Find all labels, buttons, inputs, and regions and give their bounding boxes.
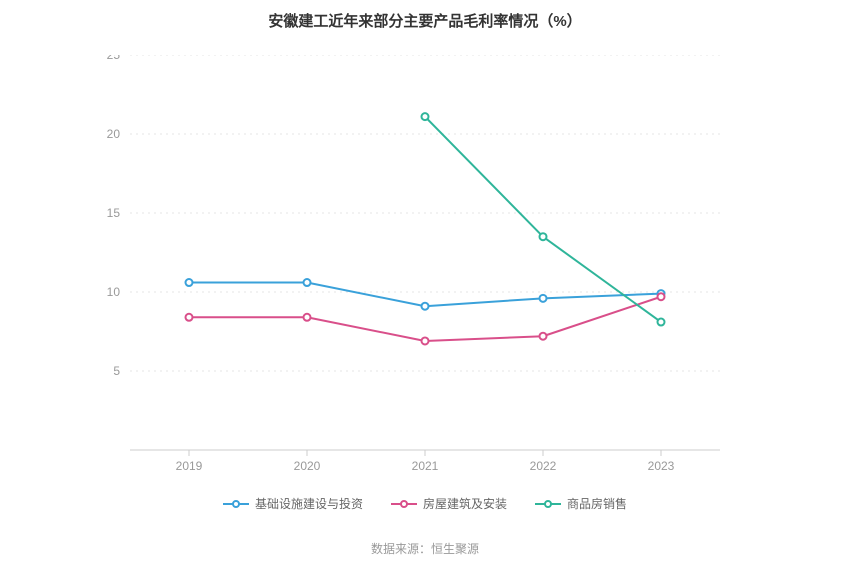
y-axis-label: 15 [107, 206, 121, 220]
x-axis-label: 2021 [412, 459, 439, 473]
series-line [425, 117, 661, 322]
legend-swatch [391, 499, 417, 509]
legend-item[interactable]: 基础设施建设与投资 [223, 495, 363, 512]
x-axis-label: 2023 [648, 459, 675, 473]
series-marker [540, 233, 547, 240]
series-marker [658, 319, 665, 326]
legend-item[interactable]: 房屋建筑及安装 [391, 495, 507, 512]
legend-label: 商品房销售 [567, 495, 627, 512]
series-marker [422, 113, 429, 120]
series-marker [304, 314, 311, 321]
y-axis-label: 20 [107, 127, 121, 141]
y-axis-label: 25 [107, 55, 121, 62]
legend-swatch [535, 499, 561, 509]
legend-label: 房屋建筑及安装 [423, 495, 507, 512]
series-marker [186, 314, 193, 321]
y-axis-label: 10 [107, 285, 121, 299]
x-axis-label: 2022 [530, 459, 557, 473]
x-axis-label: 2019 [176, 459, 203, 473]
chart-plot: 5 10 15 20 25 2019 2020 2021 2022 2023 [70, 55, 740, 490]
legend-item[interactable]: 商品房销售 [535, 495, 627, 512]
series-marker [422, 337, 429, 344]
series-marker [658, 293, 665, 300]
series-marker [422, 303, 429, 310]
series-marker [304, 279, 311, 286]
legend-swatch [223, 499, 249, 509]
chart-source: 数据来源：恒生聚源 [0, 540, 850, 557]
chart-legend: 基础设施建设与投资 房屋建筑及安装 商品房销售 [0, 495, 850, 512]
x-axis-label: 2020 [294, 459, 321, 473]
series-marker [186, 279, 193, 286]
chart-container: 安徽建工近年来部分主要产品毛利率情况（%） 5 10 15 20 25 2019 2020 2… [0, 0, 850, 574]
chart-title: 安徽建工近年来部分主要产品毛利率情况（%） [0, 10, 850, 31]
series-marker [540, 295, 547, 302]
series-marker [540, 333, 547, 340]
y-axis-label: 5 [113, 364, 120, 378]
legend-label: 基础设施建设与投资 [255, 495, 363, 512]
